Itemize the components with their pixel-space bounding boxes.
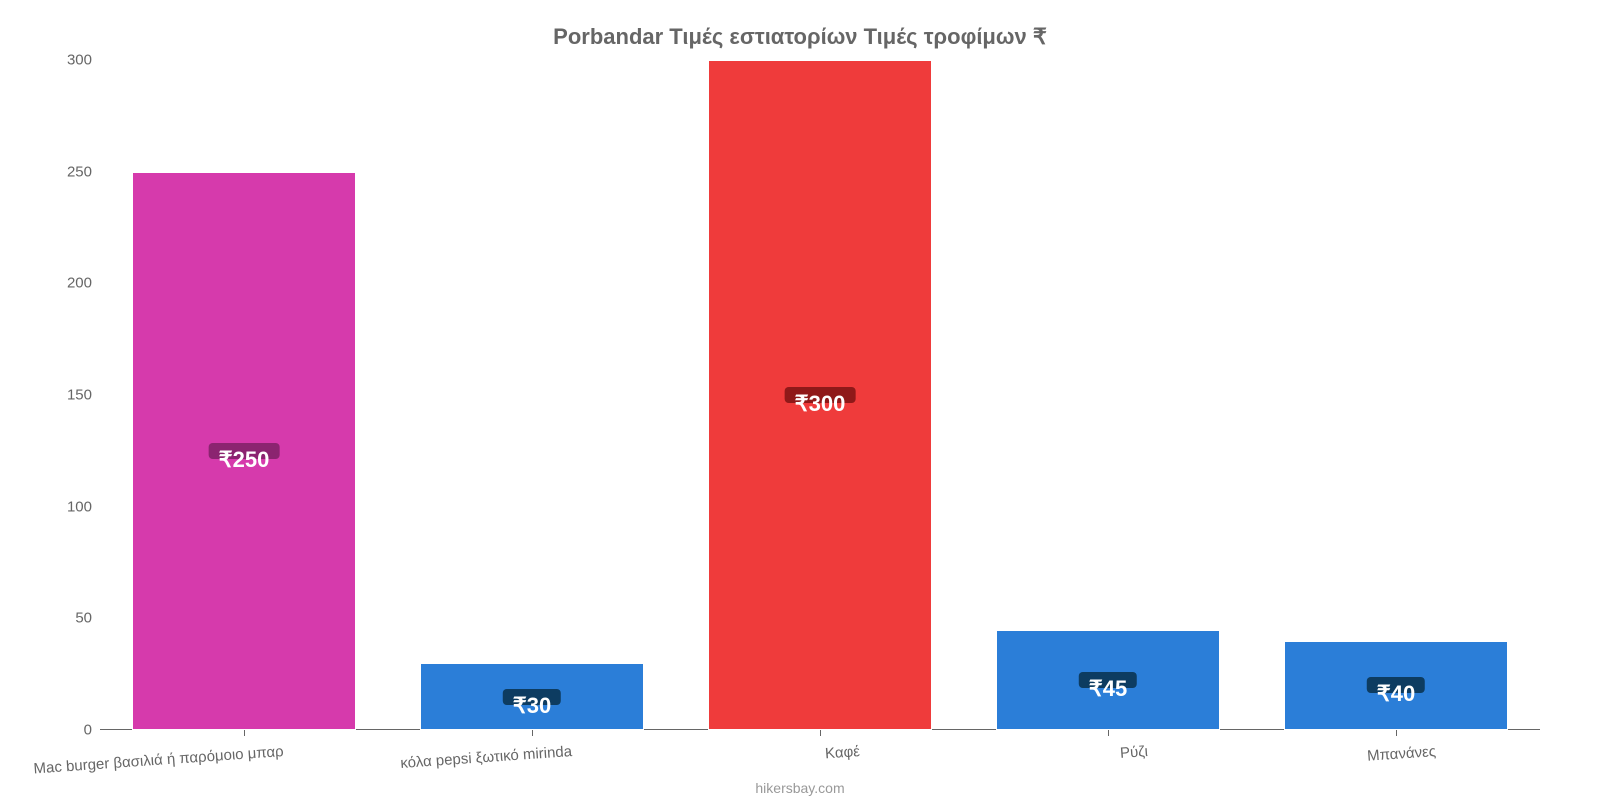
bar-value-label: ₹30 [503,689,561,705]
bar-value-label: ₹250 [209,443,280,459]
y-tick-label: 100 [67,498,92,515]
plot-area: 050100150200250300₹250Mac burger βασιλιά… [100,60,1540,730]
x-tick-label: κόλα pepsi ξωτικό mirinda [400,743,573,772]
y-tick-label: 0 [84,722,92,739]
x-tick-label: Mac burger βασιλιά ή παρόμοιο μπαρ [33,743,284,777]
x-tick-label: Μπανάνες [1367,743,1437,765]
y-tick-label: 150 [67,387,92,404]
x-tick-label: Καφέ [825,743,861,762]
chart-container: Porbandar Τιμές εστιατορίων Τιμές τροφίμ… [0,0,1600,800]
x-tick-label: Ρύζι [1120,743,1149,762]
y-tick-label: 50 [75,610,92,627]
x-tick-mark [1396,730,1397,736]
y-tick-label: 250 [67,163,92,180]
y-tick-label: 200 [67,275,92,292]
x-tick-mark [820,730,821,736]
bar-value-label: ₹45 [1079,672,1137,688]
bar-value-label: ₹40 [1367,677,1425,693]
bar-value-label: ₹300 [785,387,856,403]
y-tick-label: 300 [67,52,92,69]
attribution-text: hikersbay.com [0,780,1600,796]
x-tick-mark [244,730,245,736]
x-tick-mark [532,730,533,736]
chart-title: Porbandar Τιμές εστιατορίων Τιμές τροφίμ… [0,24,1600,50]
x-tick-mark [1108,730,1109,736]
